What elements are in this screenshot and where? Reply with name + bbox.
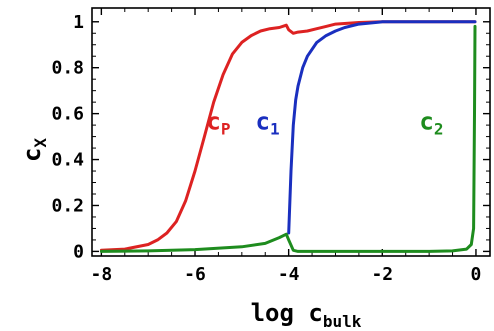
series-line-2 <box>287 20 477 235</box>
series-label-2: c1 <box>256 108 280 139</box>
series-label-main: c <box>256 108 270 136</box>
x-tick-label: -2 <box>371 264 393 285</box>
series-label-1: cP <box>206 108 230 139</box>
series-label-sub: 2 <box>434 120 444 139</box>
y-axis-title-sub: X <box>31 138 50 148</box>
plot-border <box>91 7 491 257</box>
y-axis-title-main: c <box>18 148 46 162</box>
y-tick-label: 0.2 <box>51 195 84 216</box>
y-axis-title: cX <box>18 138 50 162</box>
plot-frame <box>91 7 491 257</box>
y-tick-label: 1 <box>73 12 84 33</box>
x-axis-title: log cbulk <box>251 299 362 331</box>
series-line-1 <box>99 20 477 252</box>
x-tick-label: 0 <box>471 264 482 285</box>
series-label-3: c2 <box>419 108 443 139</box>
series-label-sub: P <box>221 120 231 139</box>
axis-ticks: -8 -6 -4 -2 0 0 0.2 0.4 0.6 0.8 1 <box>51 8 490 285</box>
x-tick-label: -8 <box>91 264 113 285</box>
y-tick-label: 0.4 <box>51 150 84 171</box>
series-label-sub: 1 <box>270 120 280 139</box>
series-line-3 <box>99 24 477 253</box>
series-label-main: c <box>206 108 220 136</box>
series-labels: cP c1 c2 <box>206 108 443 139</box>
x-axis-title-sub: bulk <box>323 312 362 331</box>
x-tick-label: -6 <box>184 264 206 285</box>
series-label-main: c <box>419 108 433 136</box>
x-tick-label: -4 <box>278 264 300 285</box>
series-lines <box>99 20 477 253</box>
x-axis-title-main: log c <box>251 299 323 327</box>
y-tick-label: 0 <box>73 241 84 262</box>
y-tick-label: 0.8 <box>51 58 84 79</box>
y-tick-label: 0.6 <box>51 104 84 125</box>
